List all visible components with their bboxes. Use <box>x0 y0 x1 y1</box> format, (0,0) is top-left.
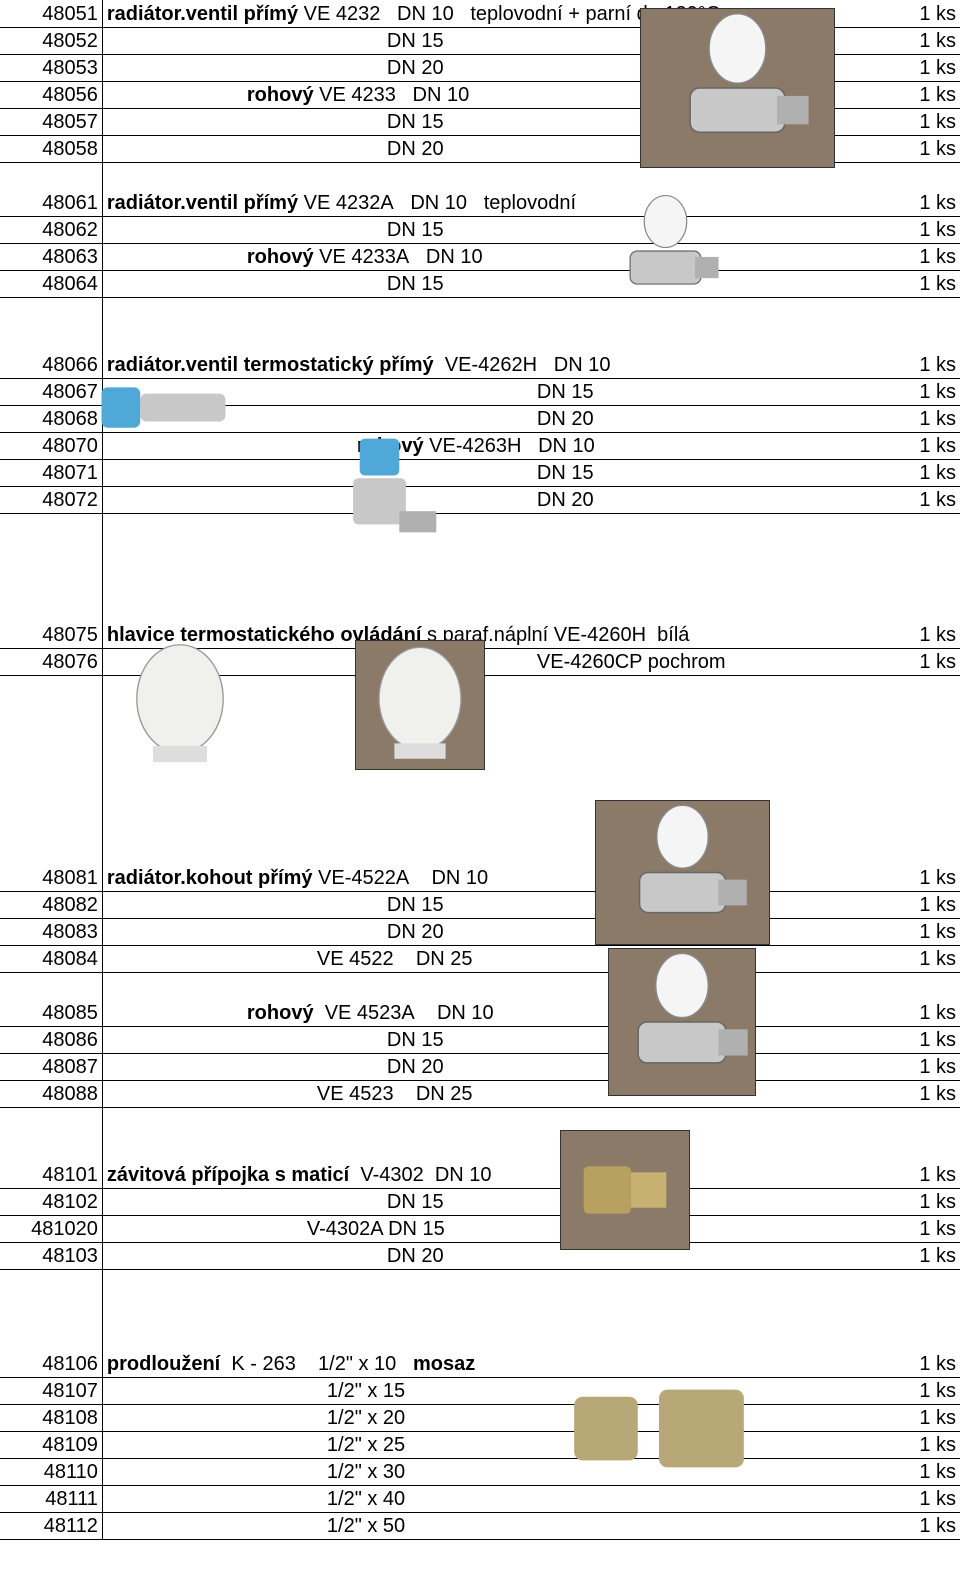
product-code: 48053 <box>0 54 102 81</box>
product-code: 48052 <box>0 27 102 54</box>
product-code: 48085 <box>0 999 102 1026</box>
product-code: 48071 <box>0 459 102 486</box>
product-code: 48106 <box>0 1350 102 1377</box>
product-qty: 1 ks <box>806 864 960 891</box>
product-qty: 1 ks <box>806 486 960 513</box>
product-code: 48109 <box>0 1431 102 1458</box>
product-qty: 1 ks <box>806 1431 960 1458</box>
product-code: 48083 <box>0 918 102 945</box>
product-qty: 1 ks <box>806 1512 960 1539</box>
valve-straight-white-image <box>583 192 748 310</box>
product-qty: 1 ks <box>806 459 960 486</box>
tap-angle-white-image <box>608 948 756 1096</box>
product-qty: 1 ks <box>806 378 960 405</box>
product-code: 48056 <box>0 81 102 108</box>
fitting-brass-image <box>560 1130 690 1250</box>
product-code: 481020 <box>0 1215 102 1242</box>
product-qty: 1 ks <box>806 216 960 243</box>
product-qty: 1 ks <box>806 945 960 972</box>
product-code: 48111 <box>0 1485 102 1512</box>
product-code: 48112 <box>0 1512 102 1539</box>
thermo-head-chrome-image <box>355 640 485 770</box>
product-code: 48057 <box>0 108 102 135</box>
product-qty: 1 ks <box>806 1026 960 1053</box>
product-code: 48051 <box>0 0 102 27</box>
product-qty: 1 ks <box>806 1377 960 1404</box>
product-qty: 1 ks <box>806 648 960 675</box>
product-description: DN 15 <box>102 459 806 486</box>
product-qty: 1 ks <box>806 189 960 216</box>
product-qty: 1 ks <box>806 405 960 432</box>
product-qty: 1 ks <box>806 351 960 378</box>
product-code: 48062 <box>0 216 102 243</box>
product-qty: 1 ks <box>806 1242 960 1269</box>
product-description: DN 20 <box>102 1242 806 1269</box>
product-qty: 1 ks <box>806 1485 960 1512</box>
product-qty: 1 ks <box>806 1080 960 1107</box>
product-code: 48101 <box>0 1161 102 1188</box>
thermo-straight-blue-image <box>86 355 241 457</box>
thermo-head-white-image <box>110 638 250 773</box>
product-qty: 1 ks <box>806 621 960 648</box>
product-description: V-4302A DN 15 <box>102 1215 806 1242</box>
product-qty: 1 ks <box>806 243 960 270</box>
product-code: 48072 <box>0 486 102 513</box>
product-qty: 1 ks <box>806 1350 960 1377</box>
product-code: 48076 <box>0 648 102 675</box>
product-qty: 1 ks <box>806 1215 960 1242</box>
product-code: 48082 <box>0 891 102 918</box>
product-code: 48081 <box>0 864 102 891</box>
product-qty: 1 ks <box>806 1458 960 1485</box>
product-code: 48087 <box>0 1053 102 1080</box>
product-code: 48064 <box>0 270 102 297</box>
product-code: 48063 <box>0 243 102 270</box>
product-description: DN 15 <box>102 1188 806 1215</box>
product-code: 48108 <box>0 1404 102 1431</box>
product-description: závitová přípojka s maticí V-4302 DN 10 <box>102 1161 806 1188</box>
product-code: 48103 <box>0 1242 102 1269</box>
product-code: 48084 <box>0 945 102 972</box>
thermo-angle-blue-image <box>312 432 447 564</box>
product-description: 1/2" x 50 <box>102 1512 806 1539</box>
product-code: 48061 <box>0 189 102 216</box>
product-code: 48102 <box>0 1188 102 1215</box>
product-code: 48058 <box>0 135 102 162</box>
product-qty: 1 ks <box>806 918 960 945</box>
product-qty: 1 ks <box>806 1404 960 1431</box>
product-code: 48086 <box>0 1026 102 1053</box>
product-qty: 1 ks <box>806 891 960 918</box>
product-code: 48107 <box>0 1377 102 1404</box>
product-code: 48075 <box>0 621 102 648</box>
product-qty: 1 ks <box>806 270 960 297</box>
product-description: DN 20 <box>102 486 806 513</box>
product-qty: 1 ks <box>806 1188 960 1215</box>
valve-angle-white-image <box>640 8 835 168</box>
product-code: 48088 <box>0 1080 102 1107</box>
product-code: 48110 <box>0 1458 102 1485</box>
tap-straight-white-image <box>595 800 770 945</box>
extension-brass-image <box>560 1360 758 1490</box>
product-qty: 1 ks <box>806 999 960 1026</box>
product-qty: 1 ks <box>806 1161 960 1188</box>
product-qty: 1 ks <box>806 1053 960 1080</box>
product-qty: 1 ks <box>806 432 960 459</box>
